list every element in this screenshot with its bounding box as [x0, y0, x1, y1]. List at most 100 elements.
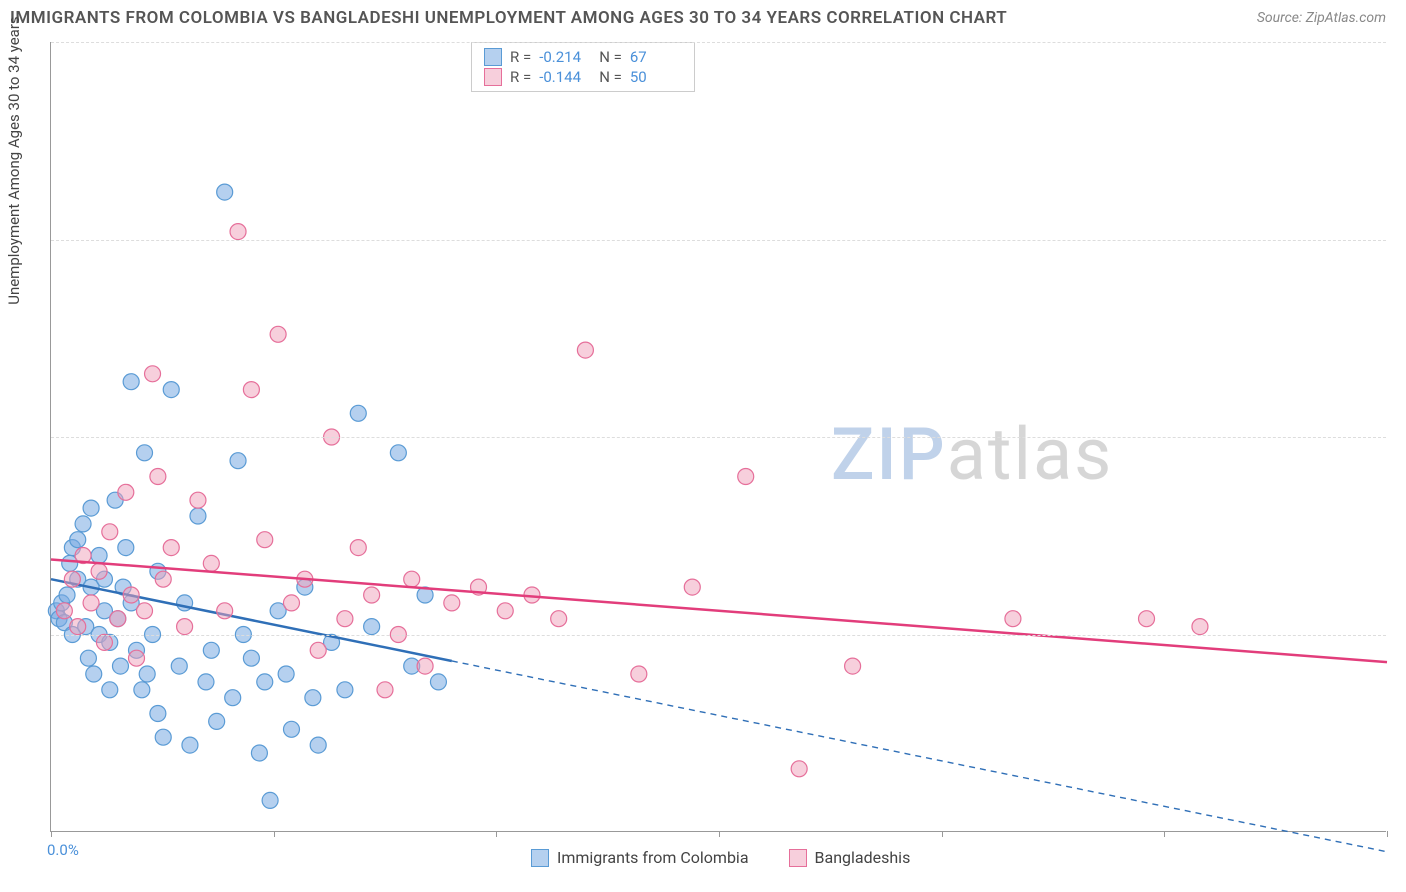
data-point-bangladeshis [350, 540, 366, 556]
x-tick-mark [1164, 831, 1165, 837]
series-legend-item-colombia: Immigrants from Colombia [531, 848, 749, 867]
data-point-bangladeshis [96, 634, 112, 650]
data-point-colombia [123, 374, 139, 390]
data-point-colombia [262, 792, 278, 808]
data-point-bangladeshis [310, 642, 326, 658]
data-point-bangladeshis [551, 611, 567, 627]
trend-line-ext-colombia [452, 661, 1387, 852]
data-point-colombia [137, 445, 153, 461]
legend-swatch-colombia [531, 849, 549, 867]
data-point-bangladeshis [337, 611, 353, 627]
data-point-bangladeshis [738, 469, 754, 485]
gridline [51, 437, 1386, 438]
data-point-colombia [203, 642, 219, 658]
r-label: R = [510, 48, 531, 66]
data-point-bangladeshis [577, 342, 593, 358]
data-point-bangladeshis [110, 611, 126, 627]
data-point-colombia [182, 737, 198, 753]
correlation-legend-row-colombia: R = -0.214 N = 67 [484, 47, 682, 67]
data-point-bangladeshis [177, 619, 193, 635]
data-point-colombia [251, 745, 267, 761]
r-value: -0.214 [539, 48, 591, 66]
chart-title: IMMIGRANTS FROM COLOMBIA VS BANGLADESHI … [10, 8, 1007, 28]
data-point-bangladeshis [129, 650, 145, 666]
gridline [51, 240, 1386, 241]
data-point-bangladeshis [404, 571, 420, 587]
data-point-bangladeshis [1005, 611, 1021, 627]
data-point-bangladeshis [137, 603, 153, 619]
data-point-colombia [230, 453, 246, 469]
data-point-colombia [364, 619, 380, 635]
data-point-bangladeshis [283, 595, 299, 611]
n-value: 50 [630, 68, 682, 86]
data-point-colombia [112, 658, 128, 674]
data-point-bangladeshis [64, 571, 80, 587]
series-legend-item-bangladeshis: Bangladeshis [789, 848, 911, 867]
data-point-bangladeshis [118, 484, 134, 500]
data-point-bangladeshis [417, 658, 433, 674]
data-point-bangladeshis [91, 563, 107, 579]
data-point-colombia [171, 658, 187, 674]
series-name: Immigrants from Colombia [557, 848, 749, 867]
data-point-colombia [59, 587, 75, 603]
data-point-bangladeshis [56, 603, 72, 619]
data-point-bangladeshis [70, 619, 86, 635]
n-label: N = [599, 68, 622, 86]
source-label: Source: ZipAtlas.com [1257, 10, 1386, 26]
data-point-bangladeshis [631, 666, 647, 682]
data-point-colombia [305, 690, 321, 706]
y-axis-title: Unemployment Among Ages 30 to 34 years [5, 16, 23, 304]
data-point-colombia [390, 445, 406, 461]
data-point-bangladeshis [230, 224, 246, 240]
data-point-bangladeshis [791, 761, 807, 777]
data-point-bangladeshis [1139, 611, 1155, 627]
correlation-legend-row-bangladeshis: R =-0.144N =50 [484, 67, 682, 87]
n-value: 67 [630, 48, 682, 66]
x-tick-mark [496, 831, 497, 837]
data-point-bangladeshis [257, 532, 273, 548]
data-point-bangladeshis [203, 555, 219, 571]
data-point-colombia [337, 682, 353, 698]
data-point-colombia [75, 516, 91, 532]
data-point-bangladeshis [497, 603, 513, 619]
legend-swatch-bangladeshis [789, 849, 807, 867]
data-point-bangladeshis [364, 587, 380, 603]
data-point-colombia [80, 650, 96, 666]
data-point-bangladeshis [123, 587, 139, 603]
data-point-bangladeshis [145, 366, 161, 382]
correlation-legend: R = -0.214 N = 67R = -0.144 N = 50 [471, 42, 695, 92]
data-point-bangladeshis [444, 595, 460, 611]
data-point-colombia [163, 382, 179, 398]
data-point-colombia [155, 729, 171, 745]
data-point-colombia [350, 405, 366, 421]
data-point-colombia [118, 540, 134, 556]
data-point-colombia [430, 674, 446, 690]
data-point-bangladeshis [845, 658, 861, 674]
data-point-colombia [86, 666, 102, 682]
r-value: -0.144 [539, 68, 591, 86]
data-point-colombia [283, 721, 299, 737]
data-point-colombia [257, 674, 273, 690]
data-point-bangladeshis [243, 382, 259, 398]
gridline [51, 42, 1386, 43]
data-point-colombia [198, 674, 214, 690]
data-point-bangladeshis [684, 579, 700, 595]
data-point-bangladeshis [377, 682, 393, 698]
x-tick-mark [51, 831, 52, 837]
data-point-colombia [102, 682, 118, 698]
legend-swatch-bangladeshis [484, 68, 502, 86]
gridline [51, 635, 1386, 636]
data-point-bangladeshis [190, 492, 206, 508]
data-point-colombia [243, 650, 259, 666]
n-label: N = [599, 48, 622, 66]
data-point-colombia [83, 500, 99, 516]
data-point-bangladeshis [83, 595, 99, 611]
x-tick-mark [719, 831, 720, 837]
data-point-colombia [134, 682, 150, 698]
series-legend: Immigrants from Colombia Bangladeshis [531, 848, 910, 867]
series-name: Bangladeshis [815, 848, 911, 867]
data-point-colombia [310, 737, 326, 753]
data-point-bangladeshis [163, 540, 179, 556]
legend-swatch-colombia [484, 48, 502, 66]
x-tick-mark [942, 831, 943, 837]
